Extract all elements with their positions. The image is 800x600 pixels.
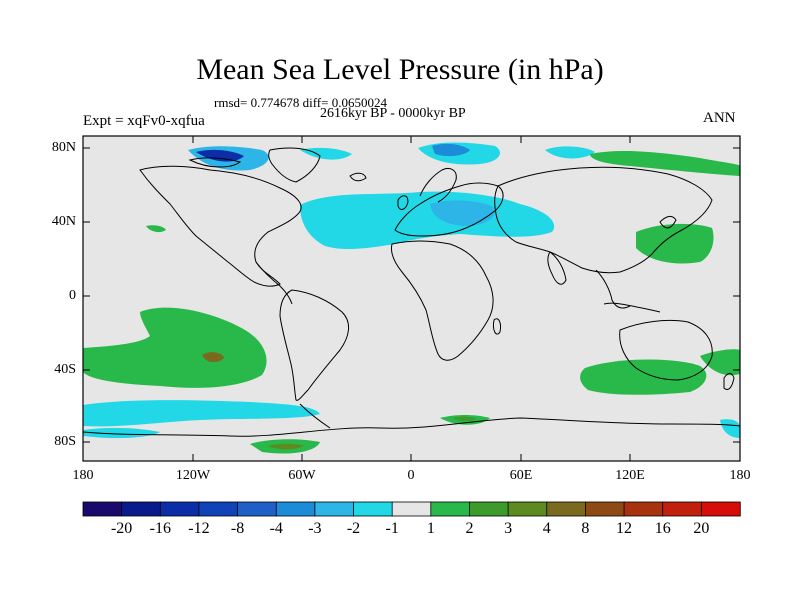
lat-label-80n: 80N — [51, 140, 76, 155]
colorbar-label: -4 — [269, 520, 283, 537]
coast-arctic-canada — [188, 157, 242, 168]
coast-scandinavia — [419, 167, 457, 203]
colorbar-swatch — [585, 501, 625, 517]
rmsd-diff-stats: rmsd= 0.774678 diff= 0.0650024 — [214, 95, 387, 110]
coast-iceland — [349, 172, 367, 182]
coast-central-america — [255, 261, 293, 305]
coast-uk — [397, 195, 409, 210]
coast-greenland — [268, 147, 321, 183]
colorbar-swatch — [82, 501, 123, 517]
anomaly-east-antarctic — [720, 419, 740, 438]
colorbar-swatch — [198, 501, 239, 517]
colorbar-swatch — [469, 501, 509, 517]
lat-label-40n: 40N — [51, 214, 76, 229]
anomaly-europe-core — [430, 200, 495, 226]
coast-antarctic-peninsula — [299, 403, 331, 429]
colorbar-label: 16 — [654, 520, 671, 537]
lon-ticks — [82, 136, 741, 461]
pressure-anomaly-fields — [83, 142, 740, 454]
coast-indonesia — [603, 302, 661, 313]
colorbar-swatch — [700, 501, 741, 517]
anomaly-antarctic-edge — [83, 427, 160, 439]
colorbar-swatch — [662, 501, 703, 517]
anomaly-greenland-core — [196, 149, 244, 162]
coast-japan — [659, 215, 677, 229]
colorbar-label: -16 — [149, 520, 171, 537]
lat-label-80s: 80S — [54, 434, 76, 449]
colorbar-swatch — [237, 501, 277, 517]
colorbar-swatch — [314, 501, 355, 517]
coast-south-america — [279, 289, 349, 401]
coast-india — [547, 251, 567, 285]
coast-europe — [394, 182, 504, 237]
anomaly-canada-arctic — [300, 147, 352, 160]
colorbar-swatch — [546, 501, 587, 517]
lat-label-0: 0 — [69, 288, 76, 303]
anomaly-south-indian — [580, 359, 707, 395]
anomaly-south-australia — [700, 349, 740, 376]
lon-label-60e: 60E — [509, 468, 533, 483]
colorbar-swatch — [507, 501, 548, 517]
lon-label-0: 0 — [407, 468, 415, 483]
coast-australia — [619, 319, 713, 381]
anomaly-arctic-siberia-core — [432, 143, 470, 157]
continent-outlines — [83, 147, 740, 437]
lon-label-180w: 180 — [72, 468, 94, 483]
experiment-label: Expt = xqFv0-xqfua — [83, 113, 205, 129]
colorbar-label: 8 — [581, 520, 590, 537]
coast-southeast-asia — [595, 269, 631, 309]
colorbar-label: 4 — [542, 520, 551, 537]
lon-label-120e: 120E — [615, 468, 645, 483]
lat-ticks — [83, 147, 740, 443]
colorbar-label: -20 — [110, 520, 133, 537]
season-label: ANN — [703, 110, 736, 126]
colorbar-label: 12 — [616, 520, 633, 537]
coast-africa — [391, 240, 494, 361]
coast-asia — [494, 166, 713, 274]
colorbar-swatch — [391, 501, 432, 517]
lon-label-120w: 120W — [175, 468, 211, 483]
colorbar-label: -8 — [230, 520, 245, 537]
colorbar-label: 20 — [693, 520, 710, 537]
lon-label-180e: 180 — [729, 468, 751, 483]
anomaly-north-pacific — [636, 223, 714, 264]
colorbar-label: -3 — [308, 520, 322, 537]
coast-new-zealand — [723, 373, 735, 391]
colorbar-swatch — [623, 501, 664, 517]
anomaly-south-pacific — [83, 307, 267, 388]
colorbar-swatch — [121, 501, 162, 517]
colorbar-swatch — [430, 501, 471, 517]
colorbar-label: -2 — [346, 520, 361, 537]
anomaly-east-arctic — [545, 146, 595, 159]
lon-label-60w: 60W — [288, 468, 316, 483]
colorbar-label: -12 — [188, 520, 210, 537]
anomaly-antarctic-south-core — [268, 443, 304, 450]
time-period-label: 2616kyr BP - 0000kyr BP — [320, 106, 466, 121]
lat-label-40s: 40S — [54, 362, 76, 377]
anomaly-antarctic-atlantic-core — [452, 416, 476, 422]
colorbar-label: 2 — [465, 520, 474, 537]
colorbar-label: 1 — [426, 520, 435, 537]
anomaly-arctic-ocean — [590, 151, 740, 176]
anomaly-south-pacific-core — [202, 352, 224, 363]
coast-antarctica — [83, 417, 740, 437]
colorbar-swatch — [159, 501, 200, 517]
coast-madagascar — [493, 318, 501, 335]
colorbar-label: 3 — [504, 520, 513, 537]
map-title: Mean Sea Level Pressure (in hPa) — [196, 53, 604, 86]
anomaly-mid-atlantic — [146, 225, 166, 233]
colorbar-swatch — [275, 501, 316, 517]
colorbar-swatch — [353, 501, 393, 517]
anomaly-southern-ocean — [83, 400, 320, 427]
colorbar-label: -1 — [385, 520, 399, 537]
colorbar — [82, 501, 741, 517]
